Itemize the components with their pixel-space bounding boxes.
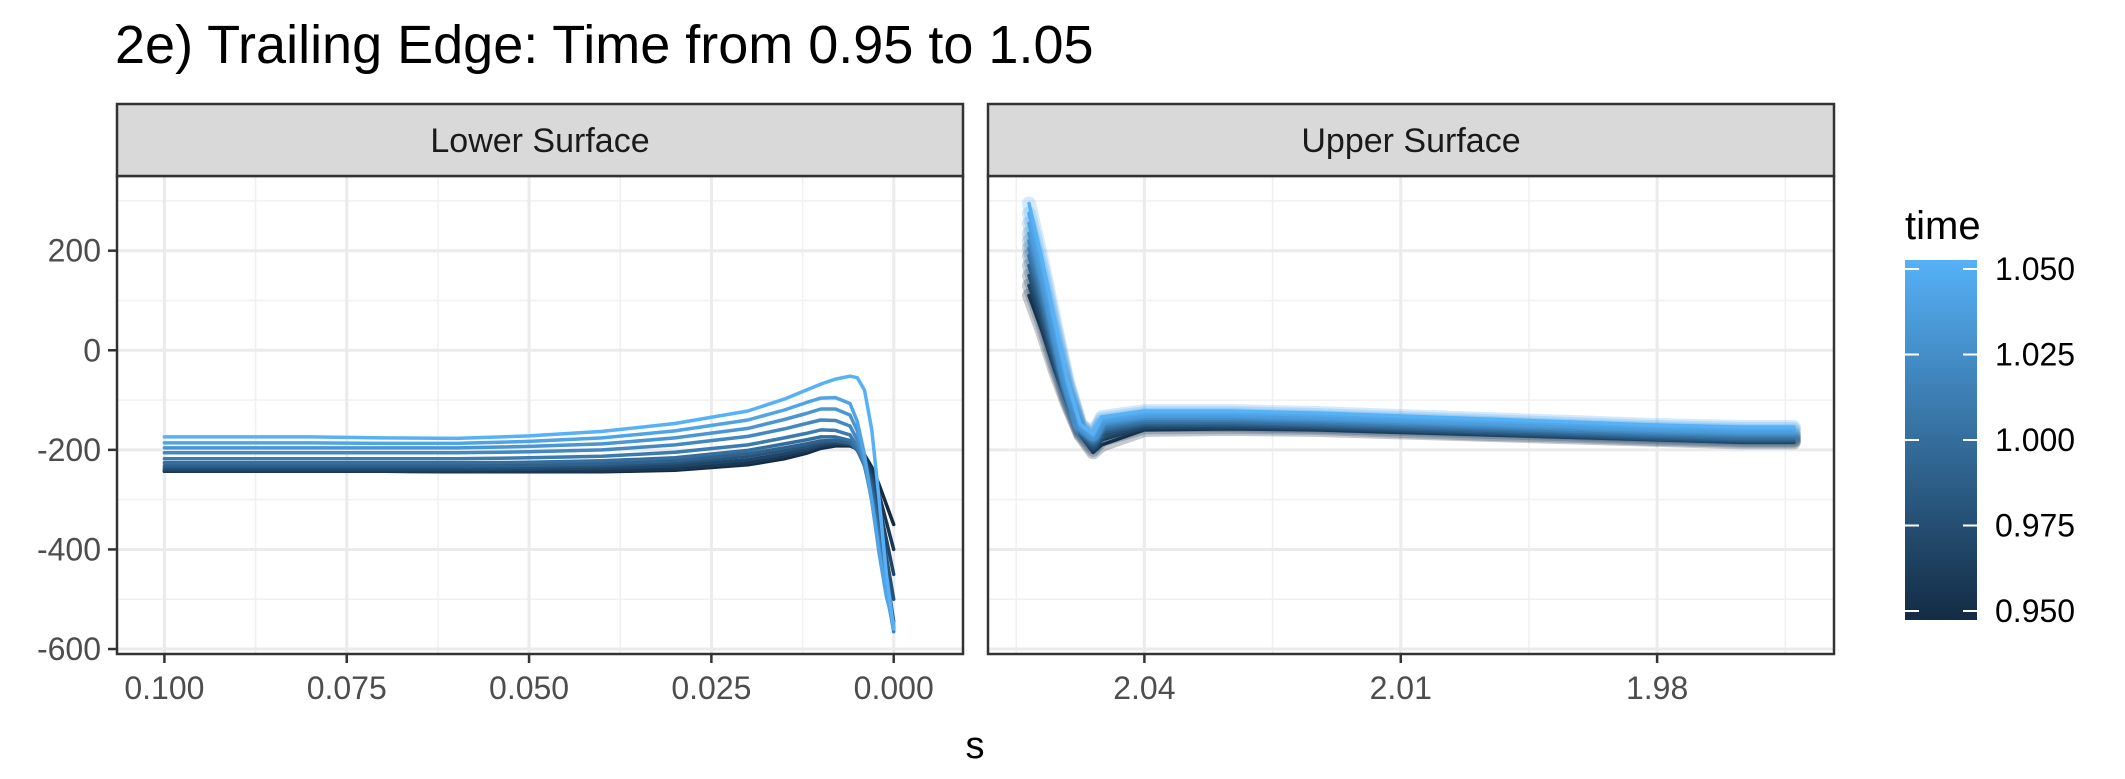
x-tick-label: 0.050 xyxy=(489,670,569,706)
series-lines xyxy=(162,374,896,634)
colorbar-label: 0.950 xyxy=(1995,593,2075,629)
colorbar-ticks: 1.050 1.025 1.000 0.975 0.950 xyxy=(1905,251,2075,629)
x-axis-ticks: 0.100 0.075 0.050 0.025 0.000 xyxy=(124,654,934,706)
panel-background xyxy=(117,176,963,654)
strip-label-upper-surface: Upper Surface xyxy=(1301,122,1520,160)
strip-label-lower-surface: Lower Surface xyxy=(430,122,649,160)
y-tick-label: 200 xyxy=(48,233,101,269)
y-tick-label: -400 xyxy=(37,531,101,567)
series-lines xyxy=(1022,196,1801,460)
y-tick-label: -200 xyxy=(37,432,101,468)
colorbar-label: 1.025 xyxy=(1995,337,2075,373)
chart-title: 2e) Trailing Edge: Time from 0.95 to 1.0… xyxy=(115,15,1094,75)
series-line xyxy=(1027,201,1796,436)
x-tick-label: 1.98 xyxy=(1626,670,1688,706)
colorbar-label: 1.050 xyxy=(1995,251,2075,287)
y-tick-label: -600 xyxy=(37,631,101,667)
panel-grid xyxy=(117,176,963,654)
x-tick-label: 0.100 xyxy=(124,670,204,706)
series-line xyxy=(162,374,896,631)
x-tick-label: 0.075 xyxy=(307,670,387,706)
x-tick-label: 2.01 xyxy=(1370,670,1432,706)
legend: time 1.050 1.025 1.000 0.975 0.950 xyxy=(1905,204,2075,629)
panel-lower-surface: Lower Surface 0.100 0.075 0.050 0.025 0.000 xyxy=(115,102,965,706)
y-tick-label: 0 xyxy=(83,332,101,368)
x-tick-label: 0.000 xyxy=(854,670,934,706)
panel-upper-surface: Upper Surface 2.04 2.01 1.98 xyxy=(986,102,1836,706)
x-tick-label: 0.025 xyxy=(671,670,751,706)
strip-background xyxy=(115,102,965,178)
y-axis: 200 0 -200 -400 -600 xyxy=(37,233,117,667)
legend-title: time xyxy=(1905,204,1981,248)
x-axis-title: s xyxy=(966,725,985,767)
x-tick-label: 2.04 xyxy=(1113,670,1175,706)
strip-background xyxy=(986,102,1836,178)
colorbar-label: 1.000 xyxy=(1995,422,2075,458)
x-axis-ticks: 2.04 2.01 1.98 xyxy=(1113,654,1688,706)
colorbar-label: 0.975 xyxy=(1995,508,2075,544)
series-line xyxy=(162,395,896,626)
